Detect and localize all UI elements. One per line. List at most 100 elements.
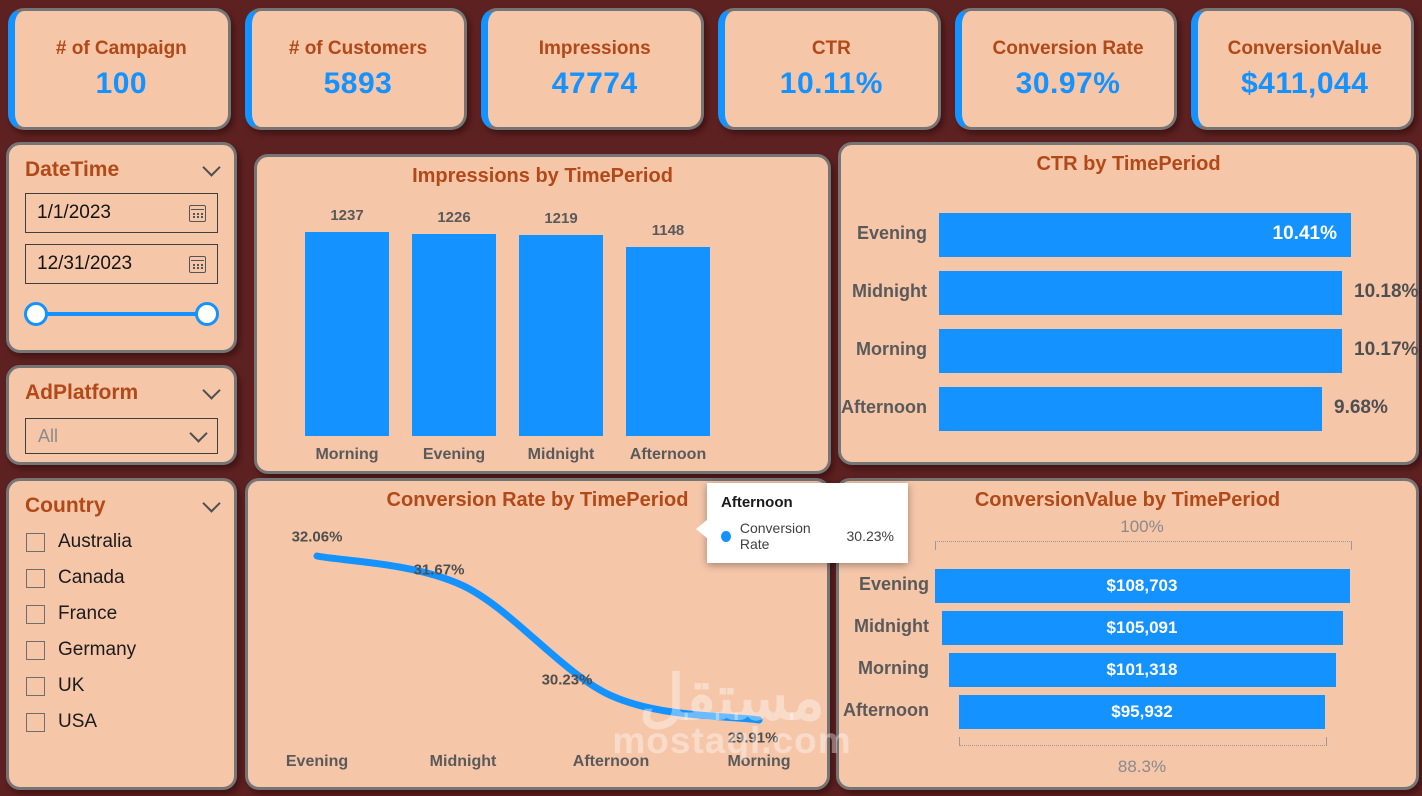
conversion-rate-line[interactable]: [248, 481, 833, 793]
y-axis-label: Morning: [858, 658, 929, 678]
bar-value-label: 9.68%: [1334, 397, 1388, 418]
slider-handle-end[interactable]: [195, 302, 219, 326]
checkbox-icon[interactable]: [26, 676, 45, 696]
bar-morning[interactable]: [305, 232, 389, 436]
x-axis-label: Evening: [422, 446, 486, 463]
bar-value-label: $108,703: [1106, 576, 1178, 595]
kpi-value: 47774: [551, 66, 638, 100]
kpi-label: ConversionValue: [1227, 37, 1382, 59]
chevron-down-icon[interactable]: [202, 493, 221, 513]
x-axis-label: Morning: [315, 446, 379, 463]
funnel-bottom-percent: 88.3%: [1117, 757, 1167, 776]
country-option-label: Canada: [58, 567, 125, 588]
country-option-usa[interactable]: USA: [9, 704, 234, 740]
country-option-label: France: [58, 603, 118, 624]
chart-title: Conversion Rate by TimePeriod: [386, 489, 689, 511]
chart-title: CTR by TimePeriod: [1036, 153, 1221, 175]
bar-value-label: 10.41%: [1272, 223, 1337, 244]
bar-morning[interactable]: [939, 329, 1342, 373]
kpi-card-conversion-value: ConversionValue $411,044: [1191, 8, 1415, 130]
kpi-value: 5893: [323, 66, 393, 100]
point-value-label: 32.06%: [291, 528, 343, 546]
country-option-france[interactable]: France: [9, 596, 234, 632]
dropdown-selected-value: All: [38, 425, 59, 446]
calendar-icon[interactable]: [189, 204, 206, 222]
kpi-row: # of Campaign 100 # of Customers 5893 Im…: [8, 8, 1415, 130]
y-axis-label: Evening: [856, 223, 927, 243]
country-option-uk[interactable]: UK: [9, 668, 234, 704]
y-axis-label: Midnight: [852, 281, 927, 301]
checkbox-icon[interactable]: [26, 712, 45, 732]
start-date-input[interactable]: 1/1/2023: [25, 193, 218, 233]
y-axis-label: Midnight: [854, 616, 929, 636]
country-option-canada[interactable]: Canada: [9, 560, 234, 596]
kpi-label: # of Customers: [288, 37, 428, 59]
country-option-label: Australia: [58, 531, 132, 552]
country-option-label: Germany: [58, 639, 137, 660]
kpi-value: 10.11%: [779, 66, 883, 100]
kpi-label: # of Campaign: [55, 37, 187, 59]
chevron-down-icon[interactable]: [202, 380, 221, 400]
y-axis-label: Morning: [856, 339, 927, 359]
kpi-value: 100: [95, 66, 148, 100]
bar-value-label: 1237: [330, 207, 364, 224]
bar-afternoon[interactable]: [939, 387, 1322, 431]
y-axis-label: Afternoon: [841, 397, 927, 417]
date-range-slider[interactable]: [24, 301, 219, 327]
country-option-germany[interactable]: Germany: [9, 632, 234, 668]
kpi-card-campaigns: # of Campaign 100: [8, 8, 231, 130]
checkbox-icon[interactable]: [26, 568, 45, 588]
bar-value-label: 10.17%: [1354, 339, 1419, 360]
line-plot: 32.06% Evening 31.67% Midnight 30.23% Afterno…: [248, 481, 827, 787]
conversion-value-chart-panel: ConversionValue by TimePeriod 100% Evenin…: [836, 478, 1419, 790]
slicer-header: Country: [9, 481, 234, 518]
ctr-plot: Evening 10.41% Midnight 10.18% Morning 10.17%…: [841, 145, 1419, 462]
kpi-label: Conversion Rate: [992, 37, 1144, 59]
funnel-bar-evening[interactable]: [934, 569, 1350, 603]
impressions-plot: 1237 Morning 1226 Evening 1219 Midnight 1148 Af…: [257, 157, 828, 471]
slicer-header: AdPlatform: [9, 368, 234, 405]
end-date-input[interactable]: 12/31/2023: [25, 244, 218, 284]
bar-midnight[interactable]: [939, 271, 1342, 315]
country-option-australia[interactable]: Australia: [9, 524, 234, 560]
kpi-label: Impressions: [538, 37, 651, 59]
chart-title: Impressions by TimePeriod: [412, 165, 673, 187]
bar-value-label: 1219: [544, 210, 578, 227]
tooltip-value: 30.23%: [846, 528, 894, 544]
slicer-title: AdPlatform: [25, 381, 139, 404]
tooltip-row: Conversion Rate 30.23%: [721, 520, 894, 552]
funnel-plot: 100% Evening $108,703 Midnight $105,091 Morni…: [839, 481, 1416, 787]
country-options: Australia Canada France Germany UK USA: [9, 524, 234, 740]
bar-evening[interactable]: [412, 234, 496, 436]
adplatform-dropdown[interactable]: All: [25, 418, 218, 454]
bar-value-label: $105,091: [1106, 618, 1178, 637]
country-option-label: USA: [58, 711, 98, 732]
bar-value-label: $95,932: [1111, 702, 1173, 721]
calendar-icon[interactable]: [189, 255, 206, 273]
country-option-label: UK: [58, 675, 85, 696]
tooltip-series-name: Conversion Rate: [739, 520, 811, 552]
datetime-slicer: DateTime 1/1/2023 12/31/2023: [6, 142, 237, 353]
impressions-chart-panel: Impressions by TimePeriod 1237 Morning 122…: [254, 154, 831, 474]
chevron-down-icon[interactable]: [202, 157, 221, 177]
chart-tooltip: Afternoon Conversion Rate 30.23%: [696, 483, 908, 563]
funnel-bar-morning[interactable]: [948, 653, 1336, 687]
checkbox-icon[interactable]: [26, 604, 45, 624]
tooltip-category: Afternoon: [721, 494, 793, 511]
checkbox-icon[interactable]: [26, 532, 45, 552]
series-dot-icon: [721, 530, 731, 542]
bar-midnight[interactable]: [519, 235, 603, 436]
kpi-card-ctr: CTR 10.11%: [718, 8, 941, 130]
kpi-value: 30.97%: [1015, 66, 1121, 100]
checkbox-icon[interactable]: [26, 640, 45, 660]
kpi-card-conversion-rate: Conversion Rate 30.97%: [954, 8, 1178, 130]
chevron-down-icon: [189, 423, 208, 443]
bar-value-label: 1226: [437, 209, 471, 226]
funnel-bar-afternoon[interactable]: [959, 695, 1325, 729]
slider-handle-start[interactable]: [24, 302, 48, 326]
chart-title: ConversionValue by TimePeriod: [974, 489, 1281, 511]
x-axis-label: Morning: [727, 753, 791, 770]
funnel-bar-midnight[interactable]: [941, 611, 1343, 645]
bar-evening[interactable]: [939, 213, 1351, 257]
bar-afternoon[interactable]: [626, 247, 710, 436]
